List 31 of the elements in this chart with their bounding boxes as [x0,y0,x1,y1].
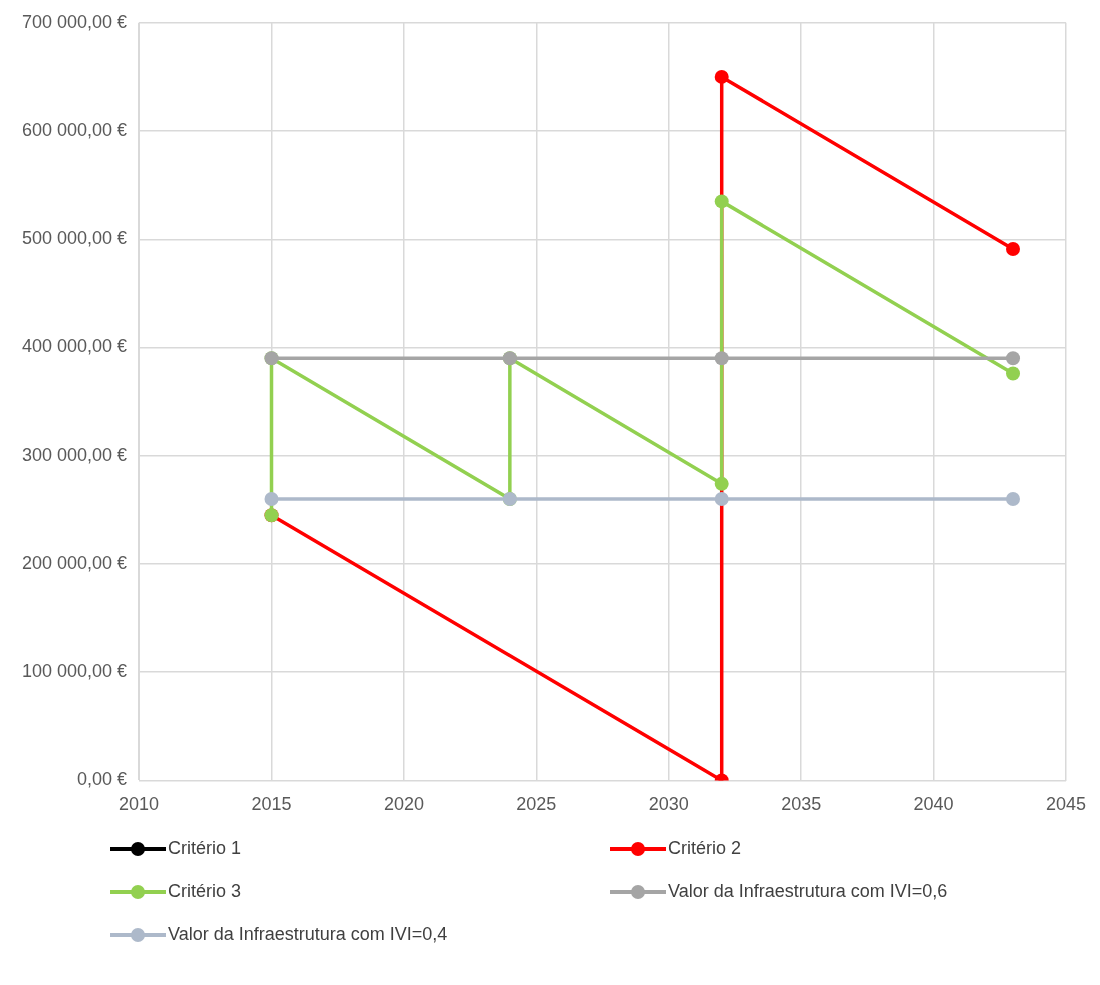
point [714,351,729,366]
y-tick-label: 700 000,00 € [21,11,128,32]
point [1006,366,1021,381]
point [714,69,729,84]
y-tick-label: 0,00 € [77,769,128,790]
y-tick-label: 600 000,00 € [21,120,128,140]
legend-label: Critério 2 [668,838,742,859]
y-tick-label: 300 000,00 € [21,444,128,465]
x-tick-label: 2040 [913,794,954,815]
y-tick-label: 200 000,00 € [21,552,128,573]
legend-label: Critério 1 [168,838,242,859]
x-tick-label: 2045 [1045,794,1086,815]
point [1006,351,1021,366]
y-tick-label: 100 000,00 € [21,661,128,682]
x-tick-label: 2035 [781,794,822,815]
point [714,476,729,491]
point [1006,492,1021,507]
x-tick-label: 2015 [251,794,292,815]
point [714,194,729,209]
legend-label: Critério 3 [168,881,242,902]
x-tick-label: 2020 [383,794,424,815]
x-tick-label: 2025 [516,794,557,815]
point [714,492,729,507]
point [1006,242,1021,256]
legend-label: Valor da Infraestrutura com IVI=0,4 [168,924,448,945]
x-tick-label: 2010 [119,794,160,815]
y-tick-label: 500 000,00 € [21,228,128,249]
x-tick-label: 2030 [648,794,689,815]
point [264,492,279,507]
legend-label: Valor da Infraestrutura com IVI=0,6 [668,881,948,902]
y-tick-label: 400 000,00 € [21,336,128,357]
